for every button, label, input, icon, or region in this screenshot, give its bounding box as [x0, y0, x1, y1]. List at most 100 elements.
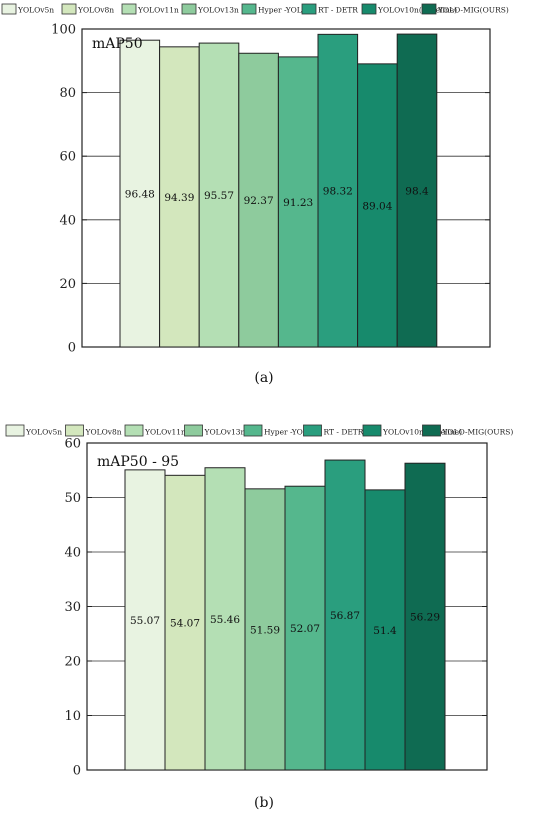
bar-value-label: 56.29 [410, 612, 440, 624]
y-tick-label: 50 [64, 491, 81, 506]
chart-caption: (a) [254, 370, 273, 386]
legend-label: YOLOv8n [77, 6, 114, 15]
bar-value-label: 51.4 [373, 625, 397, 637]
bar [164, 474, 206, 771]
bar-value-label: 96.48 [125, 189, 155, 201]
legend-swatch [301, 3, 317, 15]
y-tick-label: 20 [64, 655, 81, 670]
bar [396, 33, 438, 348]
legend-label: YOLOv10n(Baseline) [382, 428, 462, 437]
bar-value-label: 95.57 [204, 190, 234, 202]
legend-item: RT - DETR [303, 424, 364, 437]
legend-item: YOLO-MIG(OURS) [422, 424, 514, 437]
bar-value-label: 54.07 [170, 618, 200, 630]
legend-label: RT - DETR [324, 428, 364, 437]
legend-item: RT - DETR [301, 3, 358, 15]
bar-value-label: 98.32 [323, 186, 353, 198]
bar-value-label: 52.07 [290, 623, 320, 635]
legend-item: YOLOv5n [1, 3, 54, 15]
legend-label: YOLOv13n [197, 6, 239, 15]
legend-swatch [361, 3, 377, 15]
y-tick-label: 100 [51, 23, 76, 38]
legend-item: YOLOv13n [181, 3, 239, 15]
bar [284, 485, 326, 771]
legend-swatch [181, 3, 197, 15]
legend-label: YOLOv11n [137, 6, 179, 15]
legend-item: YOLOv8n [65, 424, 122, 437]
y-tick-label: 40 [64, 546, 81, 561]
bar-value-label: 92.37 [244, 195, 274, 207]
legend-label: Hyper -YOLOn [258, 6, 313, 15]
bar-value-label: 51.59 [250, 624, 280, 636]
chart-a: YOLOv5n YOLOv8n YOLOv11n YOLOv13n Hyper -YOL… [1, 3, 509, 386]
bar [324, 459, 366, 771]
legend-label: YOLO-MIG(OURS) [442, 428, 514, 437]
legend-label: YOLOv11n [144, 428, 186, 437]
legend-swatch [362, 424, 382, 437]
y-tick-label: 20 [59, 277, 76, 292]
legend-item: YOLOv11n [121, 3, 179, 15]
bar-value-label: 91.23 [283, 197, 313, 209]
legend-item: YOLOv5n [5, 424, 62, 437]
chart-b: YOLOv5n YOLOv8n YOLOv11n YOLOv13n Hyper -YOL… [5, 424, 514, 811]
bar-value-label: 98.4 [405, 186, 429, 198]
legend: YOLOv5n YOLOv8n YOLOv11n YOLOv13n Hyper -YOL… [5, 424, 514, 437]
legend-item: YOLOv8n [61, 3, 114, 15]
legend-swatch [5, 424, 25, 437]
legend-label: YOLOv5n [25, 428, 62, 437]
chart-title: mAP50 - 95 [97, 454, 179, 470]
legend-label: RT - DETR [318, 6, 358, 15]
bar-value-label: 94.39 [164, 192, 194, 204]
y-tick-label: 30 [64, 600, 81, 615]
y-tick-label: 0 [68, 341, 76, 356]
legend-label: YOLOv10n(Baseline) [377, 6, 457, 15]
y-tick-label: 60 [64, 437, 81, 452]
bar [277, 56, 319, 348]
bar [317, 33, 359, 348]
chart-caption: (b) [254, 795, 274, 811]
legend-swatch [124, 424, 144, 437]
y-tick-label: 0 [73, 764, 81, 779]
y-tick-label: 80 [59, 86, 76, 101]
legend-swatch [241, 3, 257, 15]
legend-label: YOLOv13n [204, 428, 246, 437]
bar [364, 489, 406, 771]
bar [404, 462, 446, 771]
legend-item: Hyper -YOLOn [241, 3, 313, 15]
legend-swatch [303, 424, 322, 437]
legend-label: YOLOv8n [85, 428, 122, 437]
bar [357, 63, 398, 348]
bar [119, 39, 161, 348]
legend-item: YOLOv13n [184, 424, 246, 437]
legend: YOLOv5n YOLOv8n YOLOv11n YOLOv13n Hyper -YOL… [1, 3, 509, 15]
legend-swatch [243, 424, 263, 437]
bar-value-label: 56.87 [330, 610, 360, 622]
legend-swatch [65, 424, 84, 437]
y-tick-label: 10 [64, 709, 81, 724]
legend-item: YOLO-MIG(OURS) [421, 3, 509, 15]
y-tick-label: 40 [59, 213, 76, 228]
bar [124, 469, 166, 771]
legend-item: YOLOv11n [124, 424, 186, 437]
bar [244, 488, 286, 771]
legend-swatch [421, 3, 437, 15]
chart-title: mAP50 [92, 36, 143, 52]
bar-value-label: 55.07 [130, 615, 160, 627]
bar [204, 467, 246, 771]
bar-value-label: 89.04 [362, 200, 392, 212]
legend-item: Hyper -YOLOn [243, 424, 319, 437]
legend-label: YOLO-MIG(OURS) [437, 6, 509, 15]
legend-swatch [422, 424, 441, 437]
legend-item: YOLOv10n(Baseline) [362, 424, 462, 437]
legend-swatch [121, 3, 137, 15]
bar [159, 46, 200, 348]
legend-swatch [1, 3, 17, 15]
legend-swatch [184, 424, 203, 437]
legend-item: YOLOv10n(Baseline) [361, 3, 457, 15]
bar-value-label: 55.46 [210, 614, 240, 626]
legend-label: YOLOv5n [17, 6, 54, 15]
legend-label: Hyper -YOLOn [264, 428, 319, 437]
legend-swatch [61, 3, 77, 15]
y-tick-label: 60 [59, 150, 76, 165]
